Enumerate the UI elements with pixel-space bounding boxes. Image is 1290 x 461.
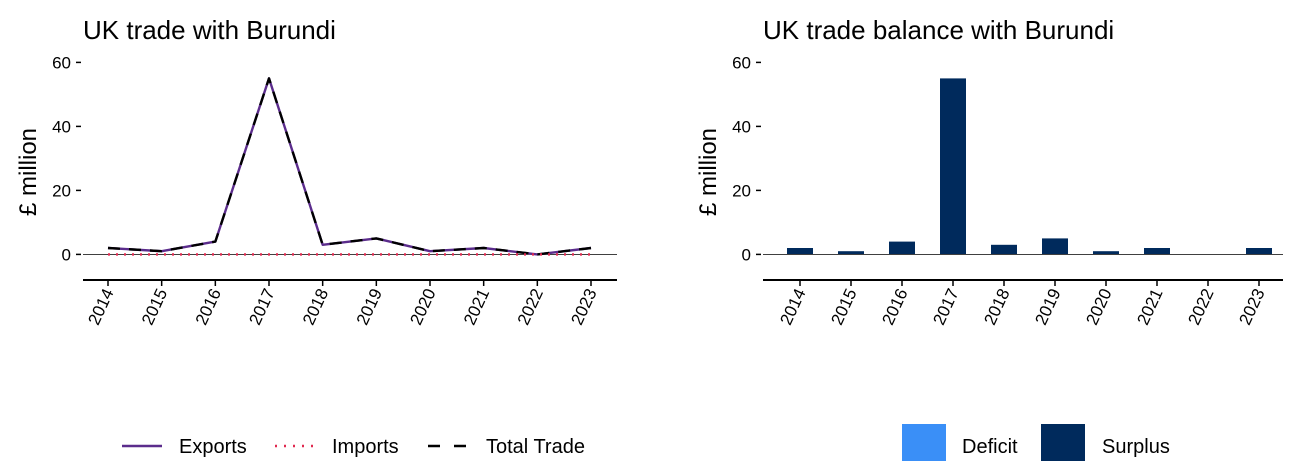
x-tick: 2023 xyxy=(567,280,601,328)
y-tick: 20 xyxy=(52,181,81,200)
legend-item-deficit: Deficit xyxy=(902,424,1018,461)
legend-label: Imports xyxy=(332,436,399,458)
x-tick: 2017 xyxy=(929,280,963,328)
bar xyxy=(1042,238,1068,255)
x-tick: 2021 xyxy=(460,280,493,328)
x-tick: 2020 xyxy=(1082,280,1116,328)
x-tick: 2022 xyxy=(1184,280,1218,328)
x-tick-label: 2019 xyxy=(1031,286,1064,328)
y-tick-label: 60 xyxy=(52,53,71,72)
x-tick: 2019 xyxy=(353,280,386,328)
y-tick-label: 40 xyxy=(732,117,751,136)
bar xyxy=(889,241,915,255)
x-tick-label: 2023 xyxy=(1235,286,1268,328)
x-tick-label: 2018 xyxy=(299,286,332,328)
y-tick: 0 xyxy=(62,245,81,264)
legend-item-surplus: Surplus xyxy=(1041,424,1170,461)
y-axis-label: £ million xyxy=(15,128,42,216)
y-tick: 40 xyxy=(52,117,81,136)
legend: Deficit Surplus xyxy=(902,424,1170,461)
x-tick: 2022 xyxy=(514,280,547,328)
y-axis: 0 20 40 60 xyxy=(52,53,81,264)
y-tick: 40 xyxy=(732,117,761,136)
legend-item-total-trade: Total Trade xyxy=(428,436,585,458)
y-tick-label: 20 xyxy=(52,181,71,200)
bar xyxy=(838,251,864,255)
x-tick-label: 2014 xyxy=(84,286,117,328)
y-tick-label: 40 xyxy=(52,117,71,136)
x-tick-label: 2020 xyxy=(1082,286,1115,328)
x-tick-label: 2017 xyxy=(929,286,962,328)
bar xyxy=(787,248,813,255)
x-tick-label: 2023 xyxy=(567,286,600,328)
legend-label: Total Trade xyxy=(486,436,585,458)
x-tick-label: 2020 xyxy=(406,286,439,328)
x-tick-label: 2021 xyxy=(1133,286,1166,328)
legend-label: Exports xyxy=(179,436,247,458)
x-tick: 2016 xyxy=(192,280,225,328)
bar xyxy=(1093,251,1119,255)
line-chart: UK trade with Burundi £ million 0204060 … xyxy=(15,15,617,458)
x-tick-label: 2016 xyxy=(192,286,225,328)
x-tick: 2016 xyxy=(878,280,912,328)
y-axis: 0 20 40 60 xyxy=(732,53,761,264)
y-tick: 20 xyxy=(732,181,761,200)
y-axis-label: £ million xyxy=(695,128,722,216)
x-axis: 2014 2015 2016 2017 2018 2019 2020 2021 2022 2023 xyxy=(83,279,617,328)
bars xyxy=(763,78,1283,255)
x-tick-label: 2015 xyxy=(138,286,171,328)
x-tick: 2014 xyxy=(84,280,118,328)
legend: Exports Imports Total Trade xyxy=(122,436,585,458)
legend-label: Surplus xyxy=(1102,436,1170,458)
x-tick-label: 2018 xyxy=(980,286,1013,328)
x-tick: 2015 xyxy=(138,280,171,328)
legend-item-imports: Imports xyxy=(275,436,399,458)
x-tick: 2015 xyxy=(827,280,861,328)
x-tick-label: 2022 xyxy=(514,286,547,328)
x-tick: 2021 xyxy=(1133,280,1167,328)
legend-item-exports: Exports xyxy=(122,436,247,458)
bar xyxy=(1144,248,1170,255)
series-line-exports xyxy=(107,77,592,256)
x-tick: 2020 xyxy=(406,280,440,328)
x-tick-label: 2019 xyxy=(353,286,386,328)
y-tick-label: 20 xyxy=(732,181,751,200)
x-tick-label: 2016 xyxy=(878,286,911,328)
bar xyxy=(940,78,966,255)
chart-title: UK trade balance with Burundi xyxy=(763,15,1114,45)
x-tick: 2018 xyxy=(299,280,332,328)
x-tick-label: 2017 xyxy=(245,286,278,328)
legend-label: Deficit xyxy=(962,436,1018,458)
y-tick-label: 60 xyxy=(732,53,751,72)
series-lines xyxy=(83,77,617,256)
y-tick-label: 0 xyxy=(62,245,71,264)
y-tick: 60 xyxy=(732,53,761,72)
x-tick-label: 2015 xyxy=(827,286,860,328)
x-tick-label: 2021 xyxy=(460,286,493,328)
x-tick-label: 2022 xyxy=(1184,286,1217,328)
y-tick: 0 xyxy=(742,245,761,264)
x-tick: 2018 xyxy=(980,280,1014,328)
bar-chart: UK trade balance with Burundi £ million … xyxy=(695,15,1283,461)
x-tick: 2023 xyxy=(1235,280,1269,328)
chart-title: UK trade with Burundi xyxy=(83,15,336,45)
x-axis: 2014 2015 2016 2017 2018 2019 2020 2021 2022 2023 xyxy=(763,279,1283,328)
y-tick: 60 xyxy=(52,53,81,72)
bar xyxy=(1246,248,1272,255)
x-tick: 2017 xyxy=(245,280,279,328)
x-tick: 2014 xyxy=(776,280,810,328)
x-tick: 2019 xyxy=(1031,280,1065,328)
bar xyxy=(991,244,1017,255)
x-tick-label: 2014 xyxy=(776,286,809,328)
y-tick-label: 0 xyxy=(742,245,751,264)
series-line-total-trade xyxy=(107,77,592,256)
